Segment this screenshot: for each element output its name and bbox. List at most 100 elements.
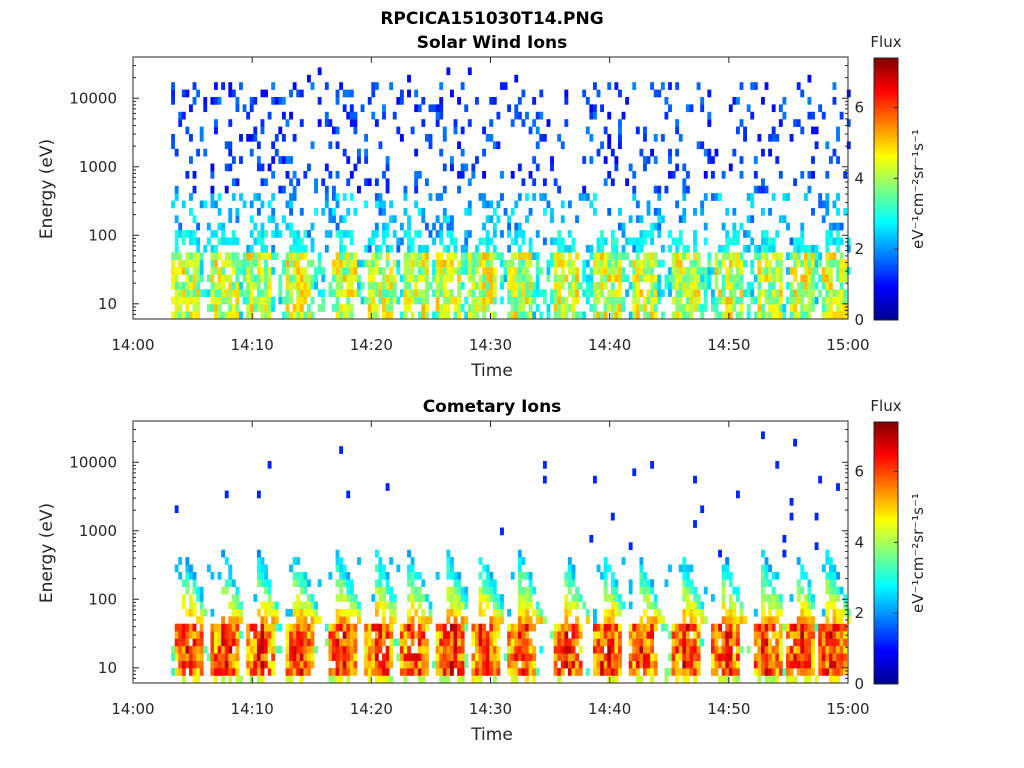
heatmap-cell: [299, 653, 304, 661]
heatmap-cell: [171, 311, 176, 320]
heatmap-cell: [296, 594, 301, 602]
heatmap-cell: [693, 237, 697, 246]
heatmap-cell: [460, 82, 465, 90]
heatmap-cell: [353, 289, 358, 297]
heatmap-cell: [357, 156, 361, 164]
heatmap-cell: [414, 104, 419, 113]
heatmap-cell: [264, 608, 268, 617]
heatmap-cell: [846, 608, 851, 617]
heatmap-cell: [181, 668, 186, 676]
heatmap-cell: [707, 148, 712, 157]
heatmap-cell: [786, 653, 790, 661]
heatmap-cell: [607, 660, 612, 669]
heatmap-cell: [492, 97, 497, 105]
heatmap-cell: [489, 252, 494, 261]
heatmap-cell: [378, 141, 383, 150]
heatmap-cell: [811, 623, 815, 632]
heatmap-cell: [575, 252, 579, 261]
heatmap-cell: [364, 653, 369, 661]
heatmap-cell: [685, 267, 690, 275]
heatmap-cell: [399, 631, 404, 639]
heatmap-cell: [786, 222, 790, 231]
heatmap-cell: [178, 267, 183, 275]
heatmap-cell: [610, 148, 615, 157]
heatmap-cell: [192, 601, 197, 610]
heatmap-cell: [789, 133, 794, 142]
heatmap-cell: [310, 82, 315, 90]
heatmap-cell: [485, 571, 490, 580]
heatmap-cell: [196, 148, 201, 157]
heatmap-cells: [171, 431, 851, 684]
heatmap-cell: [668, 668, 672, 676]
heatmap-cell: [557, 289, 562, 297]
heatmap-cell: [210, 296, 215, 305]
heatmap-cell: [589, 281, 594, 290]
heatmap-cell: [571, 645, 576, 654]
heatmap-cell: [471, 252, 476, 261]
heatmap-cell: [682, 579, 687, 588]
heatmap-cell: [424, 259, 429, 268]
heatmap-cell: [342, 571, 347, 580]
heatmap-cell: [256, 579, 261, 588]
heatmap-cell: [732, 222, 737, 231]
heatmap-cell: [628, 623, 633, 632]
heatmap-cell: [603, 267, 608, 275]
heatmap-cell: [671, 252, 676, 261]
heatmap-cell: [178, 252, 183, 261]
heatmap-cell: [192, 653, 197, 661]
heatmap-cell: [653, 608, 658, 617]
heatmap-cell: [525, 586, 529, 595]
heatmap-cell: [728, 163, 733, 172]
colorbar-gradient: [873, 421, 899, 685]
heatmap-cell: [600, 259, 604, 268]
heatmap-cell: [567, 244, 572, 253]
heatmap-cell: [596, 668, 601, 676]
heatmap-cell: [407, 267, 411, 275]
heatmap-cell: [478, 660, 483, 669]
heatmap-cell: [646, 623, 651, 632]
heatmap-cell: [525, 608, 529, 617]
heatmap-cell: [253, 645, 258, 654]
heatmap-cell: [675, 119, 680, 127]
heatmap-cell: [489, 638, 494, 647]
heatmap-cell: [757, 304, 762, 312]
heatmap-cell: [446, 215, 451, 224]
heatmap-cell: [453, 608, 458, 617]
heatmap-cell: [389, 653, 394, 661]
heatmap-cell: [578, 281, 583, 290]
heatmap-cell: [439, 237, 444, 246]
heatmap-cell: [485, 267, 490, 275]
heatmap-cell: [564, 594, 569, 602]
heatmap-cell: [786, 623, 790, 632]
heatmap-cell: [514, 311, 519, 320]
heatmap-cell: [289, 638, 293, 647]
heatmap-cell: [260, 119, 265, 127]
heatmap-cell: [653, 616, 658, 625]
heatmap-cell: [475, 244, 479, 253]
heatmap-cell: [575, 215, 579, 224]
heatmap-cell: [807, 259, 812, 268]
heatmap-cell: [457, 586, 461, 595]
heatmap-cell: [710, 668, 715, 676]
heatmap-cell: [435, 281, 440, 290]
heatmap-cell: [335, 645, 340, 654]
heatmap-cell: [589, 274, 594, 283]
heatmap-cell: [542, 616, 547, 625]
heatmap-cell: [374, 82, 379, 90]
heatmap-cell: [246, 289, 251, 297]
heatmap-cell: [264, 631, 268, 639]
heatmap-cell: [735, 490, 740, 499]
heatmap-cell: [235, 608, 240, 617]
heatmap-cell: [778, 608, 783, 617]
heatmap-cell: [632, 274, 637, 283]
heatmap-cell: [189, 594, 193, 602]
heatmap-cell: [192, 586, 197, 595]
heatmap-cell: [528, 645, 533, 654]
heatmap-cell: [825, 579, 830, 588]
heatmap-cell: [782, 111, 787, 120]
heatmap-cell: [449, 645, 454, 654]
heatmap-cell: [700, 274, 705, 283]
heatmap-cell: [239, 608, 243, 617]
heatmap-cell: [557, 311, 562, 320]
heatmap-cell: [189, 281, 193, 290]
